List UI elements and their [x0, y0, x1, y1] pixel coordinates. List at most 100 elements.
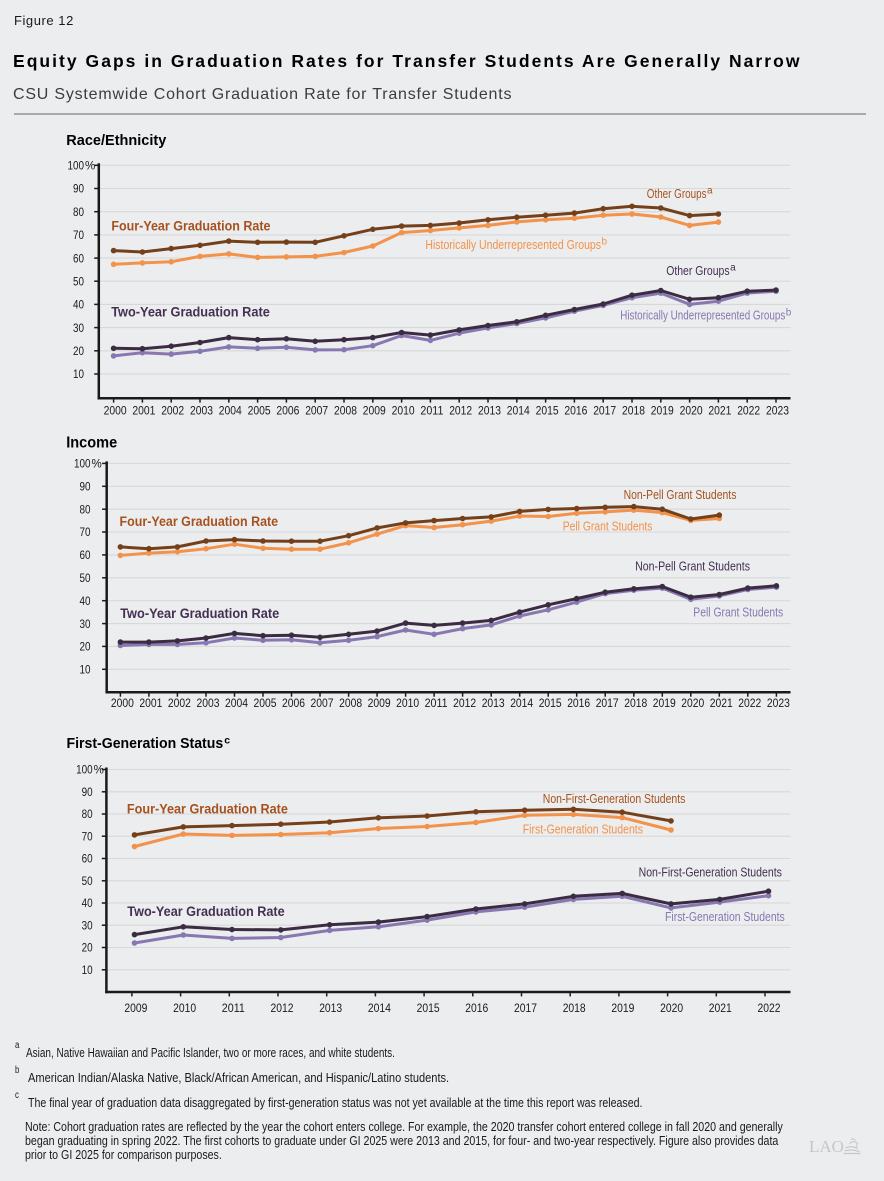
svg-text:2000: 2000 — [104, 405, 127, 417]
svg-text:80: 80 — [80, 504, 91, 516]
svg-text:2007: 2007 — [311, 698, 334, 710]
svg-text:10: 10 — [80, 665, 91, 677]
svg-text:Two-Year Graduation Rate: Two-Year Graduation Rate — [111, 305, 270, 320]
svg-text:2023: 2023 — [766, 405, 789, 417]
svg-text:2000: 2000 — [111, 698, 134, 710]
svg-text:2011: 2011 — [420, 405, 443, 417]
svg-text:Historically Underrepresented: Historically Underrepresented Groups — [425, 237, 601, 252]
svg-text:70: 70 — [80, 527, 91, 539]
svg-text:2017: 2017 — [596, 698, 619, 710]
svg-text:50: 50 — [73, 276, 84, 288]
svg-text:2014: 2014 — [368, 1003, 392, 1015]
svg-text:70: 70 — [82, 832, 93, 844]
svg-text:First-Generation Students: First-Generation Students — [523, 822, 644, 837]
svg-text:2013: 2013 — [478, 405, 501, 417]
svg-text:2010: 2010 — [392, 405, 415, 417]
svg-text:%: % — [94, 765, 104, 777]
svg-text:Non-Pell Grant Students: Non-Pell Grant Students — [635, 559, 750, 574]
svg-text:Other Groups: Other Groups — [666, 263, 730, 278]
svg-text:2003: 2003 — [197, 698, 220, 710]
svg-text:2012: 2012 — [271, 1003, 294, 1015]
svg-text:2007: 2007 — [305, 405, 328, 417]
svg-text:Race/Ethnicity: Race/Ethnicity — [66, 132, 167, 149]
svg-text:b: b — [786, 307, 792, 318]
svg-text:2010: 2010 — [173, 1003, 196, 1015]
svg-text:2009: 2009 — [368, 698, 391, 710]
svg-text:2019: 2019 — [611, 1003, 634, 1015]
svg-text:40: 40 — [82, 898, 93, 910]
svg-text:Pell Grant Students: Pell Grant Students — [693, 604, 783, 619]
svg-text:Income: Income — [66, 434, 117, 451]
svg-text:Four-Year Graduation Rate: Four-Year Graduation Rate — [127, 802, 288, 817]
svg-text:80: 80 — [82, 809, 93, 821]
svg-text:2020: 2020 — [681, 698, 704, 710]
svg-text:2021: 2021 — [709, 1003, 732, 1015]
svg-text:2017: 2017 — [514, 1003, 537, 1015]
svg-text:2009: 2009 — [124, 1003, 147, 1015]
svg-text:2015: 2015 — [539, 698, 562, 710]
svg-text:30: 30 — [80, 619, 91, 631]
svg-text:2002: 2002 — [168, 698, 191, 710]
svg-text:60: 60 — [80, 550, 91, 562]
svg-text:2010: 2010 — [396, 698, 419, 710]
svg-text:2016: 2016 — [465, 1003, 488, 1015]
svg-text:90: 90 — [80, 482, 91, 494]
svg-text:2008: 2008 — [334, 405, 357, 417]
svg-text:2021: 2021 — [710, 698, 733, 710]
svg-text:2015: 2015 — [536, 405, 559, 417]
svg-text:2001: 2001 — [139, 698, 162, 710]
svg-text:2009: 2009 — [363, 405, 386, 417]
svg-text:2012: 2012 — [453, 698, 476, 710]
svg-text:2005: 2005 — [248, 405, 271, 417]
svg-text:2019: 2019 — [653, 698, 676, 710]
svg-text:20: 20 — [73, 346, 84, 358]
svg-text:Non-First-Generation Students: Non-First-Generation Students — [543, 791, 686, 806]
svg-text:2004: 2004 — [219, 405, 243, 417]
svg-text:10: 10 — [73, 369, 84, 381]
svg-text:2015: 2015 — [417, 1003, 440, 1015]
svg-text:Historically Underrepresented: Historically Underrepresented Groups — [620, 308, 785, 323]
svg-text:2018: 2018 — [622, 405, 645, 417]
svg-text:Pell Grant Students: Pell Grant Students — [563, 518, 653, 533]
svg-text:100: 100 — [68, 161, 85, 173]
svg-text:20: 20 — [82, 943, 93, 955]
svg-text:50: 50 — [82, 876, 93, 888]
svg-text:%: % — [85, 161, 95, 173]
svg-text:10: 10 — [82, 965, 93, 977]
svg-text:2016: 2016 — [567, 698, 590, 710]
svg-text:a: a — [707, 186, 713, 197]
svg-text:2004: 2004 — [225, 698, 249, 710]
svg-text:First-Generation Status: First-Generation Status — [67, 735, 224, 752]
svg-text:30: 30 — [82, 921, 93, 933]
svg-text:2022: 2022 — [758, 1003, 781, 1015]
svg-text:2013: 2013 — [319, 1003, 342, 1015]
svg-text:50: 50 — [80, 573, 91, 585]
svg-text:2006: 2006 — [276, 405, 299, 417]
svg-text:2022: 2022 — [737, 405, 760, 417]
svg-text:Two-Year Graduation Rate: Two-Year Graduation Rate — [127, 904, 285, 919]
svg-text:60: 60 — [73, 253, 84, 265]
svg-text:2003: 2003 — [190, 405, 213, 417]
svg-text:c: c — [224, 735, 230, 747]
svg-text:2013: 2013 — [482, 698, 505, 710]
svg-text:100: 100 — [76, 765, 93, 777]
svg-text:2012: 2012 — [449, 405, 472, 417]
svg-text:2021: 2021 — [708, 405, 731, 417]
svg-text:2023: 2023 — [767, 698, 790, 710]
svg-text:90: 90 — [82, 787, 93, 799]
svg-text:2016: 2016 — [564, 405, 587, 417]
svg-text:80: 80 — [73, 207, 84, 219]
svg-text:90: 90 — [73, 184, 84, 196]
svg-text:40: 40 — [80, 596, 91, 608]
svg-text:2022: 2022 — [738, 698, 761, 710]
svg-text:Four-Year Graduation Rate: Four-Year Graduation Rate — [120, 514, 279, 529]
svg-text:2006: 2006 — [282, 698, 305, 710]
svg-text:2005: 2005 — [254, 698, 277, 710]
svg-text:b: b — [602, 237, 608, 248]
svg-text:Two-Year Graduation Rate: Two-Year Graduation Rate — [120, 606, 280, 621]
svg-text:2001: 2001 — [132, 405, 155, 417]
svg-text:40: 40 — [73, 300, 84, 312]
svg-text:2008: 2008 — [339, 698, 362, 710]
svg-text:Four-Year Graduation Rate: Four-Year Graduation Rate — [111, 219, 271, 234]
svg-text:70: 70 — [73, 230, 84, 242]
